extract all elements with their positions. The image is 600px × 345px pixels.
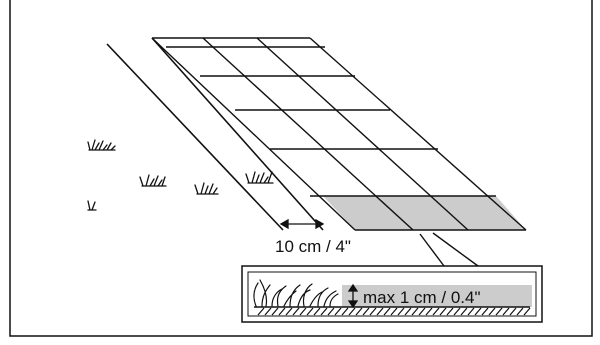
hatch-mark xyxy=(313,307,321,316)
hatch-mark xyxy=(495,307,503,316)
double-arrow-vertical-icon xyxy=(347,283,359,309)
grass-tuft-icon xyxy=(87,139,116,151)
grid-edge-left xyxy=(151,37,356,231)
highlight-row xyxy=(323,196,526,230)
hatch-mark xyxy=(264,307,272,316)
hatch-mark xyxy=(369,307,377,316)
boundary-line-outer xyxy=(106,43,284,231)
grid-edge-right xyxy=(309,37,527,231)
hatch-mark xyxy=(439,307,447,316)
edge-distance-label: 10 cm / 4" xyxy=(275,237,351,256)
grass-tuft-icon xyxy=(245,171,274,184)
hatch-mark xyxy=(362,307,370,316)
hatch-mark xyxy=(271,307,279,316)
hatch-mark xyxy=(460,307,468,316)
hatch-mark xyxy=(404,307,412,316)
hatch-mark xyxy=(278,307,286,316)
hatch-mark xyxy=(488,307,496,316)
hatch-mark xyxy=(334,307,342,316)
hatch-mark xyxy=(397,307,405,316)
grass-tuft-icon xyxy=(253,279,339,307)
grass-tuft-icon xyxy=(194,182,219,195)
paving-grid xyxy=(151,37,527,231)
grass-tufts xyxy=(87,139,274,211)
hatch-mark xyxy=(509,307,517,316)
hatch-mark xyxy=(341,307,349,316)
hatch-mark xyxy=(523,307,531,316)
hatch-mark xyxy=(432,307,440,316)
boundary-line-inner xyxy=(151,37,324,231)
grid-col-1 xyxy=(202,37,414,231)
hatch-mark xyxy=(481,307,489,316)
hatch-mark xyxy=(446,307,454,316)
max-height-label: max 1 cm / 0.4" xyxy=(363,288,481,307)
hatch-mark xyxy=(320,307,328,316)
hatch-mark xyxy=(411,307,419,316)
grass-tuft-icon xyxy=(139,174,167,187)
max-height-highlight xyxy=(342,285,532,307)
hatch-mark xyxy=(502,307,510,316)
hatch-mark xyxy=(516,307,524,316)
hatch-mark xyxy=(306,307,314,316)
callout-leader xyxy=(419,232,479,267)
callout-grass xyxy=(253,279,339,307)
hatch-mark xyxy=(425,307,433,316)
hatch-mark xyxy=(453,307,461,316)
ground-hatching xyxy=(257,307,531,316)
hatch-mark xyxy=(355,307,363,316)
callout-inner-box xyxy=(247,271,537,317)
grass-tuft-icon xyxy=(87,200,97,211)
edge-distance-dimension xyxy=(279,218,325,230)
frame-border xyxy=(9,0,593,337)
hatch-mark xyxy=(348,307,356,316)
hatch-mark xyxy=(467,307,475,316)
hatch-mark xyxy=(292,307,300,316)
hatch-mark xyxy=(299,307,307,316)
hatch-mark xyxy=(383,307,391,316)
double-arrow-horizontal-icon xyxy=(279,218,289,230)
hatch-mark xyxy=(327,307,335,316)
hatch-mark xyxy=(285,307,293,316)
hatch-mark xyxy=(474,307,482,316)
hatch-mark xyxy=(418,307,426,316)
grid-col-2 xyxy=(256,37,469,231)
hatch-mark xyxy=(376,307,384,316)
hatch-mark xyxy=(257,307,265,316)
hatch-mark xyxy=(390,307,398,316)
